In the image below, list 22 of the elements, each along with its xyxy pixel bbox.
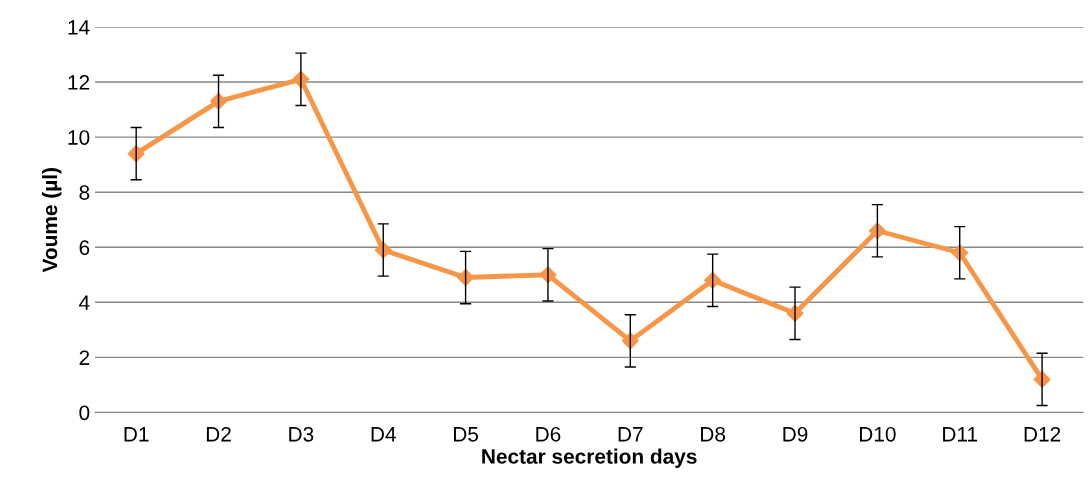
- x-tick-label: D12: [1024, 426, 1061, 442]
- x-tick-label: D8: [701, 426, 726, 442]
- x-tick-label: D3: [289, 426, 314, 442]
- y-axis-title: Voume (µl): [41, 168, 62, 273]
- y-tick-label: 0: [79, 405, 90, 421]
- y-tick-label: 12: [68, 75, 90, 90]
- x-tick-label: D9: [783, 426, 808, 442]
- y-tick-label: 6: [79, 240, 90, 256]
- x-tick-label: D1: [124, 427, 149, 442]
- x-tick-label: D4: [371, 427, 396, 442]
- x-tick-label: D10: [859, 426, 896, 442]
- x-axis-title: Nectar secretion days: [482, 448, 697, 468]
- x-tick-label: D2: [206, 426, 231, 442]
- x-tick-label: D11: [943, 427, 978, 442]
- x-tick-label: D7: [618, 427, 643, 442]
- y-tick-label: 2: [79, 350, 90, 365]
- x-tick-label: D5: [454, 427, 479, 442]
- y-tick-label: 4: [79, 295, 90, 310]
- y-tick-label: 10: [68, 130, 90, 145]
- x-tick-label: D6: [536, 426, 561, 442]
- y-tick-label: 14: [68, 20, 90, 35]
- y-tick-label: 8: [79, 185, 90, 200]
